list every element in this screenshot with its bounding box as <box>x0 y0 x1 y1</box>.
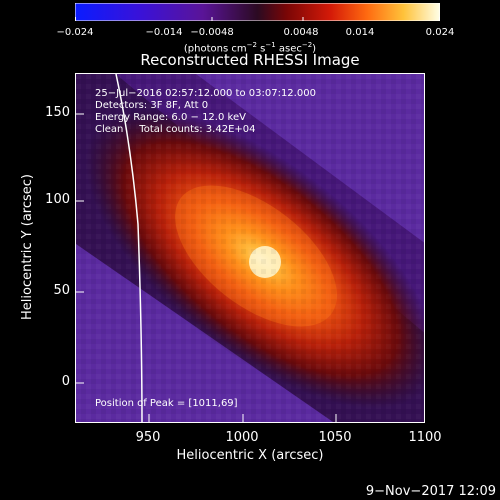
peak-position: Position of Peak = [1011,69] <box>95 398 238 409</box>
y-tick-label: 50 <box>53 283 70 298</box>
y-tick-label: 150 <box>45 105 70 120</box>
colorbar-units: (photons cm−2 s−1 asec−2) <box>183 41 317 55</box>
colorbar-tick-label: 0.0048 <box>283 27 319 38</box>
rhessi-image-canvas <box>76 74 424 422</box>
detectors: Detectors: 3F 8F, Att 0 <box>95 100 209 111</box>
x-tick-label: 1100 <box>408 430 442 445</box>
x-axis-label: Heliocentric X (arcsec) <box>176 448 324 463</box>
colorbar-tick-label: −0.0048 <box>190 27 234 38</box>
y-axis-label: Heliocentric Y (arcsec) <box>20 174 35 320</box>
time-range: 25−Jul−2016 02:57:12.000 to 03:07:12.000 <box>95 88 316 99</box>
x-tick-label: 950 <box>135 430 161 445</box>
colorbar-tick-label: 0.024 <box>425 27 455 38</box>
energy-range: Energy Range: 6.0 − 12.0 keV <box>95 112 246 123</box>
rhessi-image <box>75 73 425 423</box>
solar-limb-line <box>115 74 143 422</box>
clean-info: Clean Total counts: 3.42E+04 <box>95 124 256 135</box>
colorbar-tick-label: −0.014 <box>145 27 183 38</box>
colorbar <box>75 3 440 21</box>
colorbar-tick-label: −0.024 <box>56 27 94 38</box>
y-tick-label: 100 <box>45 192 70 207</box>
colorbar-gradient <box>75 3 440 21</box>
x-tick-label: 1000 <box>225 430 259 445</box>
y-tick-label: 0 <box>61 374 70 389</box>
image-title: Reconstructed RHESSI Image <box>140 51 360 69</box>
colorbar-tick-label: 0.014 <box>345 27 375 38</box>
generated-date: 9−Nov−2017 12:09 <box>365 484 496 499</box>
x-tick-label: 1050 <box>318 430 352 445</box>
